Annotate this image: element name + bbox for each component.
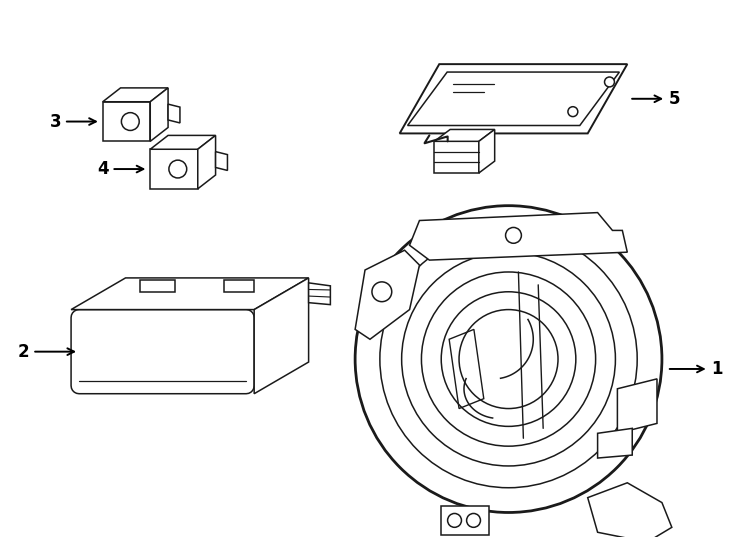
Text: 4: 4 xyxy=(97,160,143,178)
Polygon shape xyxy=(140,280,175,292)
Circle shape xyxy=(448,514,462,528)
Polygon shape xyxy=(597,428,632,458)
Polygon shape xyxy=(168,104,180,123)
Polygon shape xyxy=(441,505,489,535)
Polygon shape xyxy=(103,102,150,141)
Circle shape xyxy=(467,514,481,528)
Circle shape xyxy=(169,160,186,178)
Polygon shape xyxy=(216,152,228,171)
Polygon shape xyxy=(355,250,419,339)
Text: 2: 2 xyxy=(18,343,74,361)
Polygon shape xyxy=(399,64,628,133)
Polygon shape xyxy=(197,136,216,189)
Polygon shape xyxy=(103,88,168,102)
Ellipse shape xyxy=(355,206,662,512)
Polygon shape xyxy=(617,379,657,433)
Circle shape xyxy=(506,227,521,244)
Polygon shape xyxy=(150,149,197,189)
Circle shape xyxy=(605,77,614,87)
Polygon shape xyxy=(254,278,308,394)
Polygon shape xyxy=(435,130,495,141)
Text: 3: 3 xyxy=(50,112,96,131)
Circle shape xyxy=(568,107,578,117)
Polygon shape xyxy=(150,88,168,141)
Polygon shape xyxy=(588,483,672,540)
Polygon shape xyxy=(410,213,628,260)
Circle shape xyxy=(121,113,139,131)
Polygon shape xyxy=(71,309,254,394)
Polygon shape xyxy=(150,136,216,149)
Polygon shape xyxy=(225,280,254,292)
Text: 5: 5 xyxy=(632,90,680,108)
Polygon shape xyxy=(308,283,330,305)
Polygon shape xyxy=(435,141,479,173)
Circle shape xyxy=(372,282,392,302)
Polygon shape xyxy=(71,278,308,309)
Text: 1: 1 xyxy=(669,360,723,378)
Polygon shape xyxy=(479,130,495,173)
